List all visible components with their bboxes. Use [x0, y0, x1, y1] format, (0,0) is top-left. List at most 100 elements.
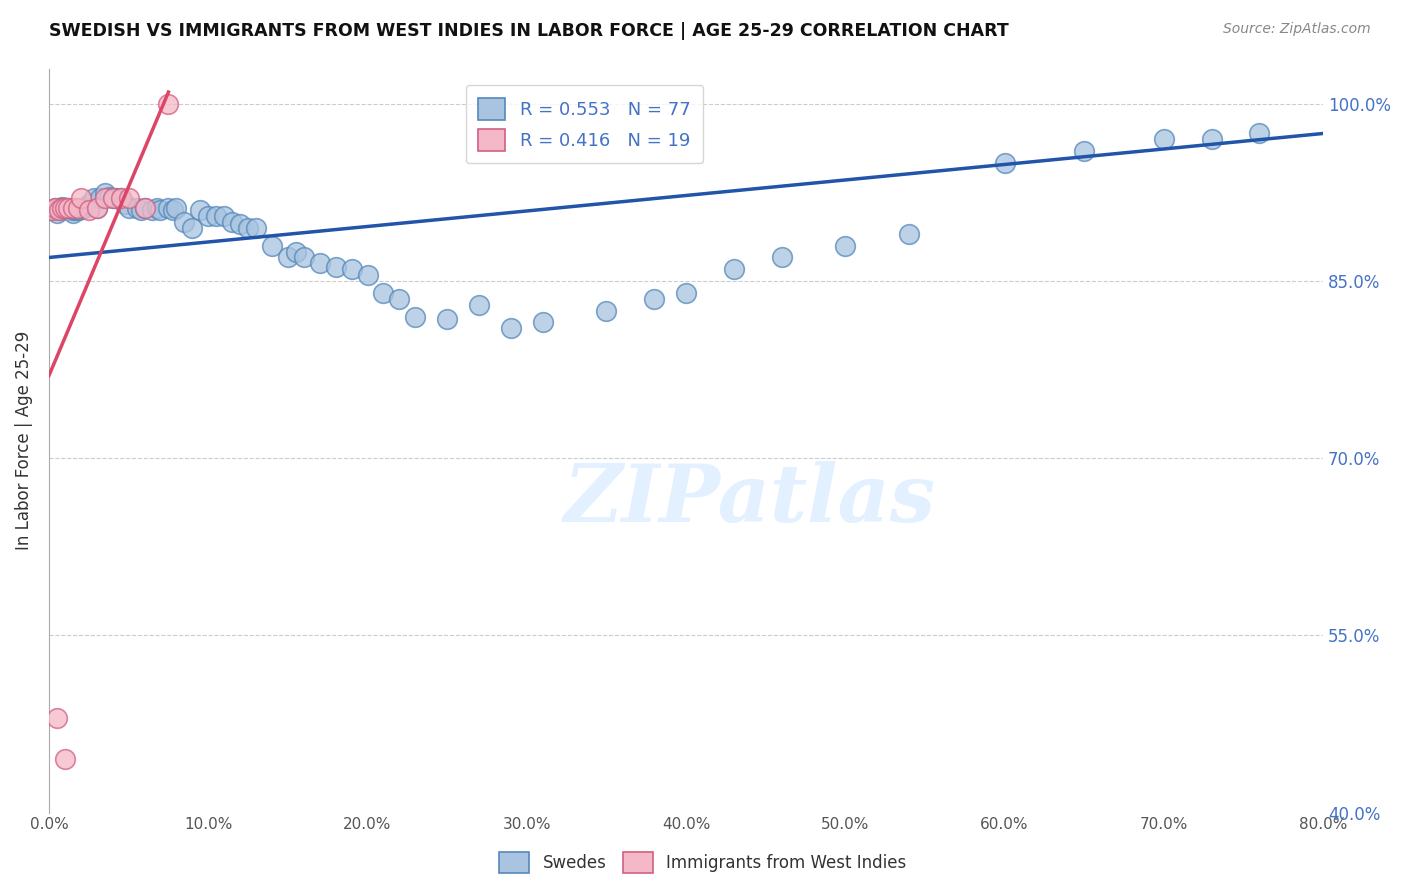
- Point: [45, 711, 67, 725]
- Point: [67, 203, 90, 218]
- Point: [173, 215, 195, 229]
- Point: [93, 191, 115, 205]
- Point: [221, 215, 243, 229]
- Point: [62, 201, 84, 215]
- Point: [1073, 144, 1095, 158]
- Point: [131, 203, 153, 218]
- Point: [98, 190, 121, 204]
- Point: [53, 201, 76, 215]
- Point: [42, 203, 65, 218]
- Point: [77, 203, 100, 218]
- Point: [62, 205, 84, 219]
- Point: [157, 97, 180, 112]
- Point: [181, 221, 204, 235]
- Text: ZIPatlas: ZIPatlas: [564, 461, 936, 539]
- Point: [86, 201, 108, 215]
- Text: SWEDISH VS IMMIGRANTS FROM WEST INDIES IN LABOR FORCE | AGE 25-29 CORRELATION CH: SWEDISH VS IMMIGRANTS FROM WEST INDIES I…: [49, 22, 1010, 40]
- Point: [373, 285, 395, 300]
- Point: [277, 251, 299, 265]
- Point: [56, 201, 79, 215]
- Point: [157, 201, 180, 215]
- Point: [388, 292, 411, 306]
- Point: [308, 256, 330, 270]
- Point: [162, 203, 184, 218]
- Point: [356, 268, 378, 283]
- Point: [101, 191, 124, 205]
- Point: [834, 238, 856, 252]
- Point: [499, 321, 522, 335]
- Point: [898, 227, 921, 241]
- Point: [205, 209, 228, 223]
- Point: [44, 201, 66, 215]
- Point: [55, 201, 77, 215]
- Point: [643, 292, 665, 306]
- Point: [212, 209, 235, 223]
- Point: [51, 201, 73, 215]
- Point: [134, 201, 156, 215]
- Point: [66, 202, 89, 216]
- Point: [60, 203, 83, 218]
- Point: [41, 203, 63, 218]
- Point: [110, 191, 132, 205]
- Point: [86, 201, 108, 215]
- Point: [125, 201, 148, 215]
- Point: [197, 209, 219, 223]
- Point: [69, 202, 91, 216]
- Point: [52, 201, 75, 215]
- Point: [114, 197, 136, 211]
- Point: [93, 186, 115, 200]
- Point: [73, 201, 96, 215]
- Point: [146, 201, 169, 215]
- Point: [404, 310, 426, 324]
- Point: [44, 201, 66, 215]
- Point: [66, 201, 89, 215]
- Point: [236, 221, 259, 235]
- Point: [53, 201, 76, 215]
- Point: [994, 156, 1017, 170]
- Point: [468, 298, 491, 312]
- Point: [260, 238, 283, 252]
- Point: [149, 203, 172, 218]
- Point: [83, 191, 105, 205]
- Point: [48, 201, 70, 215]
- Point: [1153, 132, 1175, 146]
- Point: [284, 244, 307, 259]
- Point: [141, 203, 163, 218]
- Point: [104, 191, 127, 205]
- Point: [69, 191, 91, 205]
- Legend: R = 0.553   N = 77, R = 0.416   N = 19: R = 0.553 N = 77, R = 0.416 N = 19: [465, 85, 703, 163]
- Y-axis label: In Labor Force | Age 25-29: In Labor Force | Age 25-29: [15, 331, 32, 550]
- Point: [675, 285, 697, 300]
- Point: [59, 203, 82, 218]
- Point: [117, 191, 139, 205]
- Point: [89, 191, 111, 205]
- Point: [63, 203, 86, 218]
- Text: Source: ZipAtlas.com: Source: ZipAtlas.com: [1223, 22, 1371, 37]
- Point: [117, 201, 139, 215]
- Point: [45, 205, 67, 219]
- Point: [49, 203, 72, 218]
- Point: [1201, 132, 1223, 146]
- Point: [325, 260, 347, 274]
- Point: [65, 203, 87, 218]
- Point: [531, 315, 554, 329]
- Point: [245, 221, 267, 235]
- Point: [165, 201, 187, 215]
- Point: [723, 262, 745, 277]
- Point: [56, 201, 79, 215]
- Point: [229, 218, 252, 232]
- Point: [292, 251, 315, 265]
- Point: [41, 203, 63, 218]
- Point: [340, 262, 363, 277]
- Point: [110, 191, 132, 205]
- Point: [1249, 127, 1271, 141]
- Point: [770, 251, 793, 265]
- Legend: Swedes, Immigrants from West Indies: Swedes, Immigrants from West Indies: [492, 846, 914, 880]
- Point: [48, 203, 70, 218]
- Point: [134, 201, 156, 215]
- Point: [51, 200, 73, 214]
- Point: [595, 303, 617, 318]
- Point: [101, 191, 124, 205]
- Point: [436, 311, 458, 326]
- Point: [53, 752, 76, 766]
